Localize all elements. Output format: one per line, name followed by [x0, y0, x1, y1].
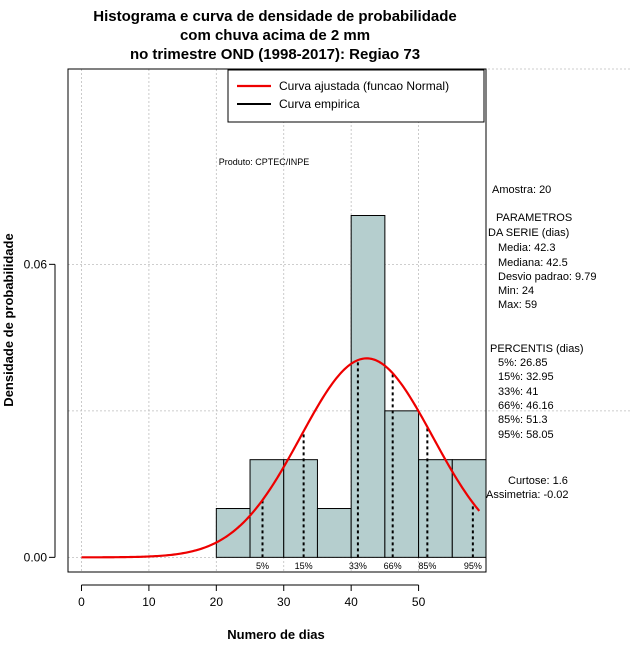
- x-axis-title: Numero de dias: [227, 627, 325, 642]
- percentile-marker-label: 5%: [256, 561, 269, 571]
- params-title-1: PARAMETROS: [496, 212, 572, 224]
- side-panel: Amostra: 20 PARAMETROS DA SERIE (dias) M…: [486, 184, 596, 501]
- histogram-bar: [283, 459, 318, 558]
- percentis-title: PERCENTIS (dias): [490, 343, 584, 355]
- plot-frame: [67, 68, 487, 573]
- histogram-bar: [350, 215, 386, 558]
- legend-box: [227, 69, 485, 123]
- percentile-marker-label: 15%: [295, 561, 313, 571]
- legend-label-fit: Curva ajustada (funcao Normal): [279, 79, 449, 93]
- percentile-marker-label: 66%: [384, 561, 402, 571]
- percentil-5: 5%: 26.85: [498, 357, 548, 369]
- x-tick-label: 40: [344, 595, 358, 609]
- normal-curve-layer: [81, 357, 481, 559]
- percentil-95: 95%: 58.05: [498, 429, 554, 441]
- histogram-bar: [316, 508, 352, 558]
- x-tick-label: 50: [412, 595, 426, 609]
- histogram-bar: [384, 410, 420, 558]
- x-tick-label: 0: [78, 595, 85, 609]
- percentil-15: 15%: 32.95: [498, 371, 554, 383]
- percentile-marker-label: 33%: [349, 561, 367, 571]
- histogram-bar: [418, 459, 453, 558]
- percentile-marker-label: 95%: [464, 561, 482, 571]
- param-mean: Media: 42.3: [498, 242, 555, 254]
- param-sd: Desvio padrao: 9.79: [498, 271, 596, 283]
- x-tick-label: 20: [210, 595, 224, 609]
- percentile-markers: 5% 15% 33% 66% 85% 95%: [256, 360, 482, 571]
- legend-label-empirical: Curva empirica: [279, 97, 360, 111]
- sample-size: Amostra: 20: [492, 184, 551, 196]
- percentile-marker-label: 85%: [418, 561, 436, 571]
- param-max: Max: 59: [498, 299, 537, 311]
- chart-title-line-2: com chuva acima de 2 mm: [180, 27, 370, 44]
- percentil-85: 85%: 51.3: [498, 414, 548, 426]
- skewness: Assimetria: -0.02: [486, 489, 569, 501]
- histogram-bars: [215, 215, 487, 558]
- chart-title-line-1: Histograma e curva de densidade de proba…: [93, 8, 456, 25]
- x-tick-label: 10: [142, 595, 156, 609]
- percentil-33: 33%: 41: [498, 386, 538, 398]
- normal-fit-curve: [81, 357, 481, 559]
- axes: 0 10 20 30 40 50 0.00 0.06: [24, 257, 426, 609]
- y-tick-label: 0.00: [24, 550, 48, 564]
- chart-title-line-3: no trimestre OND (1998-2017): Regiao 73: [130, 46, 420, 63]
- param-median: Mediana: 42.5: [498, 257, 568, 269]
- histogram-bar: [451, 459, 487, 558]
- legend: Curva ajustada (funcao Normal) Curva emp…: [227, 69, 485, 123]
- params-title-2: DA SERIE (dias): [488, 227, 569, 239]
- x-tick-label: 30: [277, 595, 291, 609]
- product-annotation: Produto: CPTEC/INPE: [219, 157, 310, 167]
- y-axis-title: Densidade de probabilidade: [1, 233, 16, 406]
- y-tick-label: 0.06: [24, 257, 48, 271]
- percentil-66: 66%: 46.16: [498, 400, 554, 412]
- kurtosis: Curtose: 1.6: [508, 475, 568, 487]
- param-min: Min: 24: [498, 285, 534, 297]
